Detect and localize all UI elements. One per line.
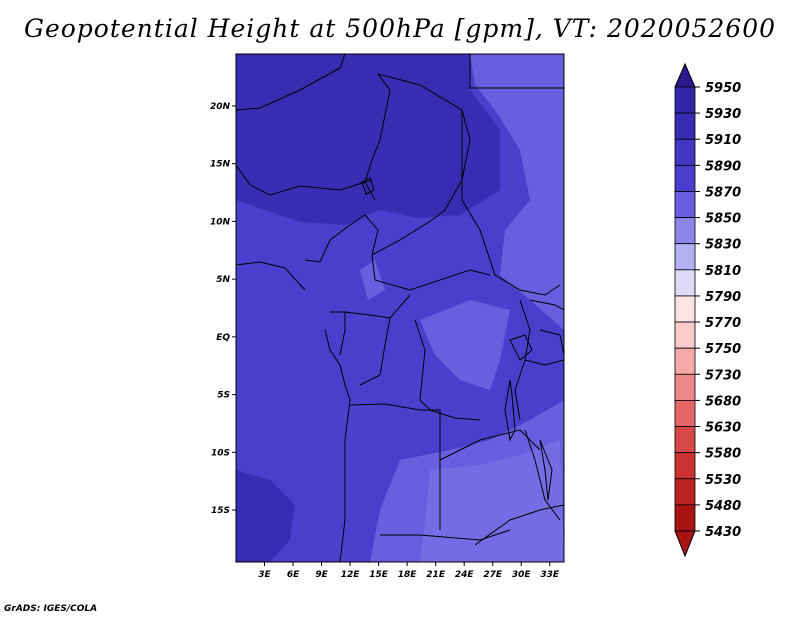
x-tick-label: 30E (512, 570, 532, 580)
colorbar-label: 5950 (705, 81, 741, 96)
nigeria-border (304, 214, 379, 281)
y-tick-label: 15N (210, 160, 231, 170)
colorbar-label: 5790 (705, 290, 741, 305)
y-tick-label: 5N (216, 275, 230, 285)
x-tick-label: 12E (341, 570, 361, 580)
lake-victoria (509, 334, 533, 361)
x-tick-label: 3E (258, 570, 271, 580)
colorbar-swatch (674, 164, 696, 192)
colorbar-swatch (674, 269, 696, 297)
colorbar-label: 5750 (705, 342, 741, 357)
field-light-east (470, 54, 564, 330)
south-border (474, 504, 564, 546)
field-lightest-southeast (420, 440, 564, 562)
colorbar-swatch (674, 295, 696, 323)
colorbar-swatch (674, 426, 696, 454)
kenya-border (529, 299, 564, 311)
y-tick-label: EQ (216, 333, 230, 343)
x-tick-label: 27E (483, 570, 503, 580)
car-border (374, 269, 491, 291)
colorbar-swatch (674, 347, 696, 375)
colorbar-label: 5530 (705, 473, 741, 488)
colorbar-label: 5730 (705, 368, 741, 383)
y-tick-label: 15S (211, 506, 230, 516)
colorbar-label: 5580 (705, 447, 741, 462)
tanzania-border (524, 359, 564, 366)
field-light-center (420, 300, 510, 390)
colorbar-top-arrow (674, 62, 696, 88)
congo-border-a (330, 294, 411, 319)
colorbar-swatch (674, 243, 696, 271)
chad-sudan-border (461, 110, 561, 296)
colorbar-label: 5430 (705, 525, 741, 540)
lake-tanganyika (504, 379, 516, 442)
colorbar-label: 5930 (705, 107, 741, 122)
ethiopia-border (539, 329, 564, 356)
drc-east-border (414, 319, 481, 421)
colorbar-label: 5680 (705, 394, 741, 409)
colorbar-label: 5770 (705, 316, 741, 331)
x-tick-label: 9E (315, 570, 328, 580)
north-border-b (364, 73, 391, 201)
colorbar-label: 5810 (705, 264, 741, 279)
x-tick-label: 24E (455, 570, 475, 580)
field-dark-southwest (236, 470, 295, 562)
central-border (371, 219, 433, 256)
y-tick-label: 5S (217, 391, 230, 401)
colorbar-swatch (674, 478, 696, 506)
colorbar-swatch (674, 86, 696, 114)
colorbar-swatch (674, 138, 696, 166)
map-field (236, 54, 564, 562)
colorbar-swatch (674, 400, 696, 427)
grads-credit: GrADS: IGES/COLA (4, 604, 98, 614)
sahel-border (236, 164, 373, 196)
coast-line (324, 329, 351, 562)
colorbar-swatch (674, 452, 696, 480)
y-tick-label: 10S (211, 448, 230, 458)
congo-border-b (339, 312, 346, 356)
colorbar: 5950 5930 5910 5890 5870 5850 5830 5810 5790 5770… (674, 62, 741, 558)
x-axis: 3E 6E 9E 12E 15E 18E 21E 24E 27E 30E 33E (258, 562, 560, 580)
west-coast-border (236, 261, 306, 291)
x-tick-label: 18E (398, 570, 418, 580)
y-tick-label: 20N (210, 102, 231, 112)
country-borders (236, 54, 564, 562)
zambia-border (439, 429, 541, 461)
lake-chad (361, 177, 375, 195)
colorbar-swatch (674, 321, 696, 349)
colorbar-swatch (674, 112, 696, 140)
colorbar-label: 5480 (705, 499, 741, 514)
x-tick-label: 6E (287, 570, 300, 580)
x-tick-label: 15E (369, 570, 389, 580)
field-light-fleck (360, 260, 385, 300)
malawi-border (524, 429, 561, 521)
libya-egypt-border (469, 54, 564, 89)
colorbar-swatch (674, 217, 696, 245)
colorbar-label: 5630 (705, 421, 741, 436)
drc-border (359, 317, 391, 386)
colorbar-label: 5890 (705, 159, 741, 174)
y-axis: 20N 15N 10N 5N EQ 5S 10S 15S (210, 102, 236, 516)
map-title: Geopotential Height at 500hPa [gpm], VT:… (23, 14, 777, 43)
map-frame (235, 53, 565, 563)
colorbar-bottom-arrow (674, 530, 696, 558)
namibia-border (380, 529, 511, 541)
colorbar-label: 5870 (705, 185, 741, 200)
colorbar-swatch (674, 191, 696, 218)
colorbar-label: 5910 (705, 133, 741, 148)
colorbar-swatch (674, 504, 696, 532)
x-tick-label: 33E (540, 570, 560, 580)
north-border-c (377, 73, 471, 221)
y-tick-label: 10N (210, 217, 231, 227)
x-tick-label: 21E (426, 570, 446, 580)
colorbar-swatch (674, 373, 696, 401)
colorbar-label: 5830 (705, 238, 741, 253)
north-border-a (236, 54, 346, 111)
angola-border (349, 403, 441, 460)
colorbar-label: 5850 (705, 212, 741, 227)
field-darkest-core (300, 70, 400, 145)
lake-malawi (539, 439, 553, 501)
